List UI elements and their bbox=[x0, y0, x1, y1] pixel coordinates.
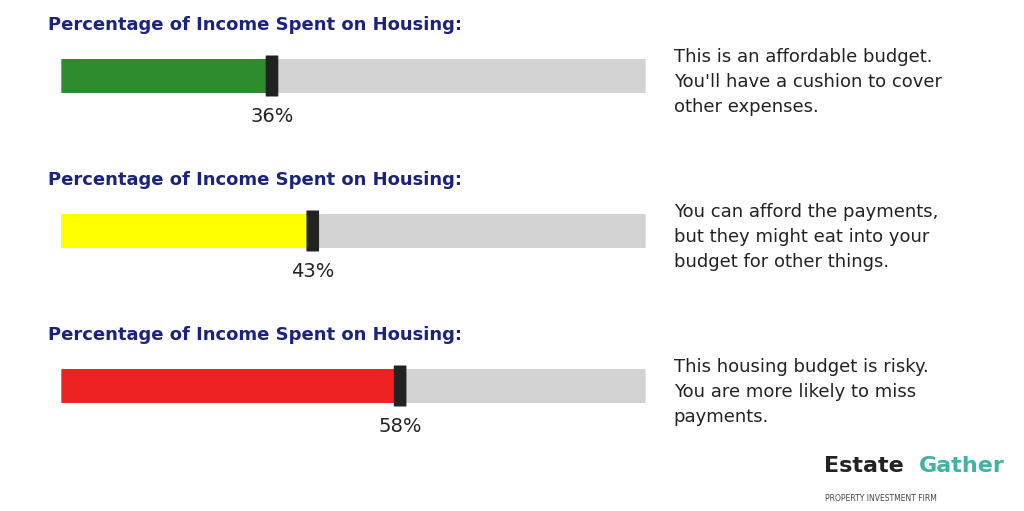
FancyBboxPatch shape bbox=[394, 365, 407, 406]
Text: Percentage of Income Spent on Housing:: Percentage of Income Spent on Housing: bbox=[47, 171, 462, 189]
Text: Percentage of Income Spent on Housing:: Percentage of Income Spent on Housing: bbox=[47, 326, 462, 344]
FancyBboxPatch shape bbox=[61, 59, 646, 93]
FancyBboxPatch shape bbox=[61, 214, 313, 248]
Text: You can afford the payments,
but they might eat into your
budget for other thing: You can afford the payments, but they mi… bbox=[674, 203, 938, 271]
Text: This is an affordable budget.
You'll have a cushion to cover
other expenses.: This is an affordable budget. You'll hav… bbox=[674, 48, 942, 116]
Text: PROPERTY INVESTMENT FIRM: PROPERTY INVESTMENT FIRM bbox=[825, 494, 937, 503]
Text: 43%: 43% bbox=[291, 262, 335, 281]
FancyBboxPatch shape bbox=[61, 369, 646, 403]
Text: Estate: Estate bbox=[824, 456, 904, 476]
Text: 36%: 36% bbox=[250, 107, 294, 126]
FancyBboxPatch shape bbox=[265, 56, 279, 97]
FancyBboxPatch shape bbox=[61, 59, 273, 93]
FancyBboxPatch shape bbox=[306, 211, 319, 251]
FancyBboxPatch shape bbox=[61, 369, 401, 403]
Text: 58%: 58% bbox=[378, 417, 422, 436]
Text: Percentage of Income Spent on Housing:: Percentage of Income Spent on Housing: bbox=[47, 16, 462, 34]
Text: This housing budget is risky.
You are more likely to miss
payments.: This housing budget is risky. You are mo… bbox=[674, 358, 929, 426]
Text: Gather: Gather bbox=[920, 456, 1006, 476]
FancyBboxPatch shape bbox=[61, 214, 646, 248]
